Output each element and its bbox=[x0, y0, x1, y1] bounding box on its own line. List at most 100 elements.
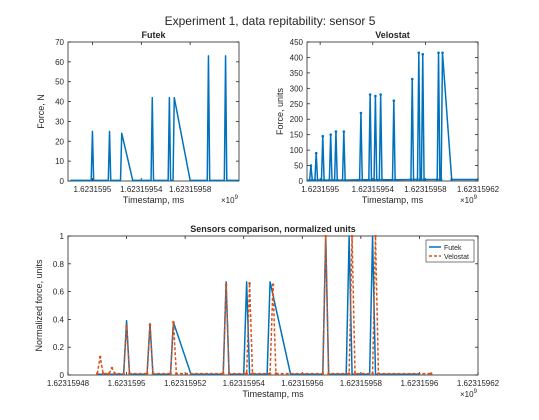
chart-2-series-1-point bbox=[98, 355, 102, 359]
chart-1-xtick-label: 1.62315954 bbox=[352, 185, 395, 194]
chart-2-series-1-point bbox=[347, 372, 351, 375]
chart-1-series-0-point bbox=[441, 51, 444, 55]
chart-2-series-1-point bbox=[145, 372, 149, 375]
chart-2-series-1-point bbox=[107, 372, 111, 375]
chart-0-xtick-label: 1.6231595 bbox=[74, 185, 112, 194]
chart-1-ytick-label: 50 bbox=[294, 162, 303, 171]
chart-1-series-0-point bbox=[450, 178, 453, 181]
chart-0-title: Futek bbox=[141, 30, 166, 40]
chart-1-series-0-point bbox=[322, 178, 326, 182]
chart-1-series-0-point bbox=[341, 178, 344, 182]
chart-1-xtick-label: 1.62315962 bbox=[457, 185, 500, 194]
chart-0-ytick-label: 30 bbox=[55, 117, 64, 126]
chart-1-series-0-point bbox=[409, 178, 413, 181]
chart-2-xlabel: Timestamp, ms bbox=[242, 389, 304, 399]
chart-0: 1.6231595 1.62315954 1.62315958 0 10 20 30 40 50… bbox=[36, 30, 240, 205]
chart-2-series-1-point bbox=[353, 372, 357, 375]
chart-0-ytick-label: 10 bbox=[55, 157, 64, 166]
chart-1-series-0-point bbox=[380, 178, 384, 182]
chart-1-series-0-point bbox=[333, 178, 336, 182]
chart-2-xtick-label: 1.62315962 bbox=[457, 379, 500, 388]
chart-1-series-0-point bbox=[316, 178, 319, 182]
chart-1-series-0-point bbox=[437, 51, 440, 55]
chart-2-title: Sensors comparison, normalized units bbox=[190, 224, 356, 234]
chart-2-series-1-point bbox=[110, 366, 114, 370]
chart-2-ylabel: Normalized force, units bbox=[34, 259, 44, 352]
chart-0-xtick-label: 1.62315958 bbox=[169, 185, 212, 194]
chart-1-series-0-point bbox=[416, 178, 419, 181]
chart-2-series-1-point bbox=[251, 372, 254, 375]
chart-2-ytick-label: 0.2 bbox=[53, 343, 65, 352]
chart-1-series-0-point bbox=[310, 178, 314, 182]
chart-1-ytick-label: 150 bbox=[290, 131, 304, 140]
chart-1-series-0-point bbox=[360, 178, 364, 182]
chart-1-ytick-label: 400 bbox=[290, 53, 304, 62]
chart-2-series-1-point bbox=[327, 372, 330, 375]
chart-1-series-0-point bbox=[417, 51, 421, 55]
chart-2-xtick-label: 1.62315952 bbox=[164, 379, 207, 388]
chart-1-series-0-point bbox=[335, 178, 339, 182]
chart-2-series-1-point bbox=[175, 372, 178, 375]
chart-1-ytick-label: 250 bbox=[290, 100, 304, 109]
chart-0-ytick-label: 0 bbox=[60, 177, 65, 186]
chart-1-ytick-label: 350 bbox=[290, 69, 304, 78]
chart-0-xtick-label: 1.62315954 bbox=[120, 185, 163, 194]
chart-1-title: Velostat bbox=[375, 30, 410, 40]
chart-1-ytick-label: 0 bbox=[299, 177, 304, 186]
chart-2-xtick-label: 1.6231595 bbox=[108, 379, 146, 388]
chart-1-ytick-label: 200 bbox=[290, 115, 304, 124]
legend-box bbox=[425, 239, 475, 263]
chart-2-ytick-label: 0 bbox=[60, 371, 65, 380]
chart-2-series-1-point bbox=[122, 372, 125, 375]
chart-1-series-0-point bbox=[370, 178, 373, 182]
chart-2-series-1-point bbox=[321, 372, 325, 375]
chart-2-xtick-label: 1.62315948 bbox=[47, 379, 90, 388]
chart-1-x-exponent: ×109 bbox=[460, 195, 478, 205]
chart-2-series-1-point bbox=[224, 283, 228, 286]
chart-1-series-0-point bbox=[307, 179, 309, 182]
chart-1-series-0-line bbox=[307, 52, 478, 182]
chart-2-xtick-label: 1.62315956 bbox=[281, 379, 324, 388]
chart-1-series-0-point bbox=[412, 178, 415, 181]
chart-2-series-1-point bbox=[245, 372, 248, 375]
chart-1-series-0-point bbox=[367, 178, 371, 182]
chart-1-series-0-point bbox=[359, 111, 363, 115]
chart-0-xlabel: Timestamp, ms bbox=[123, 195, 185, 205]
chart-1-series-0-point bbox=[391, 178, 394, 182]
chart-2-series-1-point bbox=[125, 325, 128, 328]
chart-2-series-1-point bbox=[148, 323, 152, 327]
chart-2-ytick-label: 0.4 bbox=[53, 315, 65, 324]
chart-1-series-0-point bbox=[320, 178, 323, 182]
chart-1-xlabel: Timestamp, ms bbox=[362, 195, 424, 205]
chart-2-series-1-point bbox=[248, 281, 251, 285]
chart-1-series-0-point bbox=[308, 178, 311, 182]
chart-2-series-1-point bbox=[221, 372, 225, 375]
chart-2-series-1-point bbox=[371, 372, 374, 375]
chart-0-ytick-label: 60 bbox=[55, 58, 64, 67]
chart-2-x-exponent: ×109 bbox=[460, 389, 478, 399]
legend-label-0: Futek bbox=[444, 245, 462, 252]
chart-2-xtick-label: 1.6231596 bbox=[401, 379, 439, 388]
chart-1-series-0-point bbox=[342, 130, 346, 133]
chart-2-ytick-label: 0.6 bbox=[53, 288, 65, 297]
chart-1-xtick-label: 1.6231595 bbox=[301, 185, 339, 194]
chart-2-series-1-point bbox=[429, 372, 433, 375]
chart-1-series-0-point bbox=[334, 130, 338, 133]
chart-1-series-0-point bbox=[420, 178, 423, 181]
chart-2-series-1-point bbox=[172, 320, 175, 324]
chart-1-series-0-point bbox=[375, 178, 379, 182]
chart-1-series-0-point bbox=[372, 178, 376, 182]
chart-1-series-0-point bbox=[309, 164, 313, 167]
chart-1-series-0-point bbox=[358, 178, 361, 182]
chart-2-series-1-point bbox=[151, 372, 155, 375]
chart-1-series-0-point bbox=[392, 99, 396, 102]
chart-2-series-1-point bbox=[377, 372, 380, 375]
legend-label-1: Velostat bbox=[444, 254, 469, 261]
chart-2-ytick-label: 0.8 bbox=[53, 260, 65, 269]
chart-1-series-0-point bbox=[439, 178, 443, 181]
chart-1-series-0-point bbox=[476, 178, 478, 181]
chart-1-series-0-point bbox=[329, 133, 332, 136]
chart-2-series-1-point bbox=[128, 372, 131, 375]
chart-1-series-0-point bbox=[368, 93, 372, 96]
